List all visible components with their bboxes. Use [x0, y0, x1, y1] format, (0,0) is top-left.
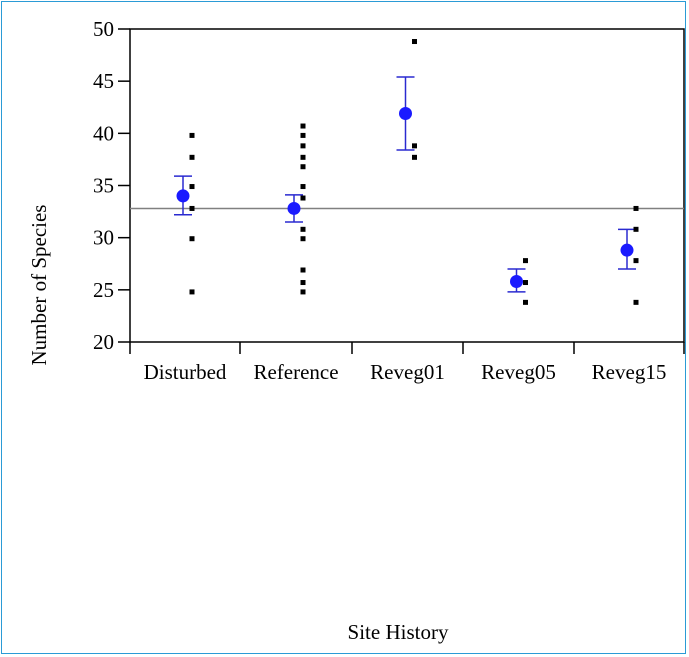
data-point-disturbed — [189, 154, 195, 160]
data-point-reference — [300, 236, 306, 242]
data-point-reference — [300, 226, 306, 232]
mean-marker-reference — [287, 201, 301, 215]
data-point-reference — [300, 164, 306, 170]
data-point-reference — [300, 132, 306, 138]
data-point-disturbed — [189, 184, 195, 190]
data-point-disturbed — [189, 205, 195, 211]
plot-area — [129, 28, 685, 343]
x-axis-title: Site History — [348, 620, 449, 644]
mean-marker-reveg05 — [510, 274, 523, 288]
data-point-reference — [300, 123, 306, 129]
data-point-reveg01 — [412, 143, 417, 149]
data-point-reveg05 — [523, 299, 528, 305]
mean-marker-reveg15 — [620, 243, 634, 257]
data-point-reference — [300, 280, 306, 286]
data-point-reveg15 — [633, 299, 639, 305]
mean-marker-reveg01 — [399, 107, 412, 121]
y-tick-label: 20 — [93, 330, 114, 354]
data-point-reference — [300, 154, 306, 160]
y-tick-label: 45 — [93, 69, 114, 93]
data-point-reveg15 — [633, 258, 639, 264]
data-point-reveg05 — [523, 280, 528, 286]
data-point-disturbed — [189, 236, 195, 242]
data-point-reference — [300, 143, 306, 149]
y-tick-label: 25 — [93, 278, 114, 302]
y-tick-label: 50 — [93, 17, 114, 41]
data-point-reveg01 — [412, 154, 417, 160]
y-axis-title: Number of Species — [27, 205, 51, 366]
data-point-reference — [300, 184, 306, 190]
x-tick-label-reference: Reference — [253, 360, 338, 384]
x-tick-label-reveg01: Reveg01 — [370, 360, 445, 384]
mean-marker-disturbed — [176, 189, 190, 203]
y-tick-label: 40 — [93, 121, 114, 145]
data-point-disturbed — [189, 132, 195, 138]
data-point-reveg15 — [633, 226, 639, 232]
data-point-disturbed — [189, 289, 195, 295]
x-tick-label-reveg05: Reveg05 — [481, 360, 556, 384]
data-point-reveg05 — [523, 258, 528, 264]
data-point-reference — [300, 267, 306, 273]
y-tick-label: 35 — [93, 174, 114, 198]
data-point-reference — [300, 289, 306, 295]
x-tick-label-disturbed: Disturbed — [144, 360, 227, 384]
data-point-reveg01 — [412, 39, 417, 45]
data-point-reveg15 — [633, 205, 639, 211]
x-tick-label-reveg15: Reveg15 — [592, 360, 667, 384]
y-tick-label: 30 — [93, 226, 114, 250]
data-point-reference — [300, 195, 306, 201]
